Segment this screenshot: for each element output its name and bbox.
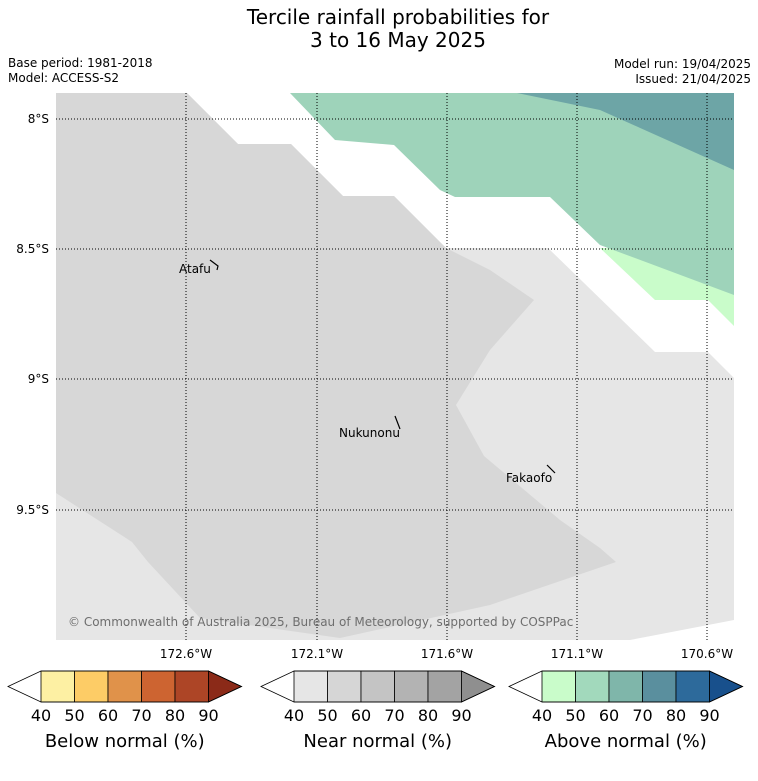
colorbar-near-over-arrow (461, 670, 496, 703)
chart-title: Tercile rainfall probabilities for 3 to … (0, 6, 758, 52)
colorbar-below-tick: 40 (31, 706, 51, 725)
title-line-2: 3 to 16 May 2025 (310, 28, 486, 52)
colorbars: 40 50 60 70 80 90 Below normal (%) 40 50 60 70 80 90… (7, 670, 744, 752)
colorbar-near-segment (360, 670, 395, 703)
fakaofo-atoll (546, 464, 556, 474)
colorbar-below-segment (107, 670, 142, 703)
base-period: Base period: 1981-2018 (8, 56, 153, 70)
lon-label-171-6w: 171.6°W (421, 647, 473, 661)
colorbar-above-over-arrow (709, 670, 744, 703)
colorbar-below: 40 50 60 70 80 90 Below normal (%) (7, 670, 243, 752)
colorbar-below-tick: 80 (165, 706, 185, 725)
colorbar-near-outline (260, 670, 496, 703)
colorbar-below-tick: 70 (131, 706, 151, 725)
colorbar-above: 40 50 60 70 80 90 Above normal (%) (508, 670, 744, 752)
lon-label-171-1w: 171.1°W (551, 647, 603, 661)
colorbar-below-label: Below normal (%) (45, 731, 205, 752)
colorbar-near-segment (327, 670, 362, 703)
title-line-1: Tercile rainfall probabilities for (246, 5, 550, 29)
colorbar-near-tick: 70 (384, 706, 404, 725)
lon-label-172-1w: 172.1°W (291, 647, 343, 661)
colorbar-near-tick: 60 (351, 706, 371, 725)
colorbar-above-segment (675, 670, 710, 703)
colorbar-below-segment (74, 670, 109, 703)
meta-left: Base period: 1981-2018 Model: ACCESS-S2 (8, 56, 153, 86)
colorbar-near-segment (394, 670, 429, 703)
colorbar-above-tick: 80 (666, 706, 686, 725)
colorbar-above-segment (575, 670, 610, 703)
atafu-atoll (209, 259, 219, 271)
issued-date: Issued: 21/04/2025 (635, 72, 751, 86)
colorbar-below-tick: 50 (64, 706, 84, 725)
colorbar-above-segment (541, 670, 576, 703)
colorbar-near-tick: 90 (451, 706, 471, 725)
place-label-atafu: Atafu (179, 262, 211, 276)
region-above-50 (290, 93, 734, 295)
gridlines (56, 93, 734, 640)
lat-label-9-5s: 9.5°S (16, 503, 49, 517)
lon-label-172-6w: 172.6°W (160, 647, 212, 661)
map-area (56, 93, 734, 640)
lat-label-8-5s: 8.5°S (16, 242, 49, 256)
colorbar-below-under-arrow (8, 671, 41, 702)
colorbar-near-tick: 40 (284, 706, 304, 725)
colorbar-below-tick: 90 (198, 706, 218, 725)
place-label-fakaofo: Fakaofo (506, 471, 552, 485)
lat-label-9s: 9°S (28, 372, 49, 386)
colorbar-above-under-arrow (509, 671, 542, 702)
colorbar-below-over-arrow (208, 670, 243, 703)
colorbar-above-outline (508, 670, 744, 703)
meta-right: Model run: 19/04/2025 Issued: 21/04/2025 (614, 57, 751, 87)
lon-label-170-6w: 170.6°W (681, 647, 733, 661)
colorbar-near-segment (427, 670, 462, 703)
colorbar-below-segment (174, 670, 209, 703)
colorbar-above-tick: 60 (599, 706, 619, 725)
colorbar-above-tick: 50 (565, 706, 585, 725)
colorbar-above-tick: 40 (532, 706, 552, 725)
colorbar-near: 40 50 60 70 80 90 Near normal (%) (260, 670, 496, 752)
copyright-text: © Commonwealth of Australia 2025, Bureau… (68, 615, 573, 629)
nukunonu-atoll (394, 415, 401, 430)
colorbar-near-under-arrow (261, 671, 294, 702)
colorbar-below-outline (7, 670, 243, 703)
model-name: Model: ACCESS-S2 (8, 71, 120, 85)
region-above-60 (517, 93, 734, 170)
colorbar-above-tick: 70 (632, 706, 652, 725)
place-label-nukunonu: Nukunonu (339, 426, 400, 440)
colorbar-near-tick: 50 (317, 706, 337, 725)
model-run: Model run: 19/04/2025 (613, 57, 751, 71)
colorbar-above-segment (608, 670, 643, 703)
colorbar-near-label: Near normal (%) (303, 731, 452, 752)
colorbar-near-tick: 80 (418, 706, 438, 725)
colorbar-above-label: Above normal (%) (545, 731, 707, 752)
colorbar-above-segment (642, 670, 677, 703)
colorbar-below-segment (141, 670, 176, 703)
colorbar-below-segment (40, 670, 75, 703)
lat-label-8s: 8°S (28, 112, 49, 126)
colorbar-near-segment (293, 670, 328, 703)
colorbar-below-tick: 60 (98, 706, 118, 725)
region-near-50 (56, 93, 616, 638)
colorbar-above-tick: 90 (699, 706, 719, 725)
